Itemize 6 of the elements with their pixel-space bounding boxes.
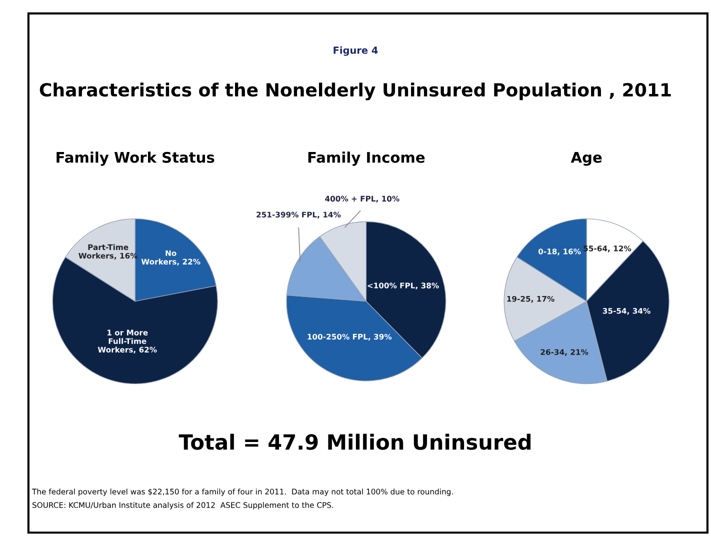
chart-title: Age xyxy=(570,152,602,166)
chart-title: Family Work Status xyxy=(56,152,214,166)
chart-title: Family Income xyxy=(308,152,425,166)
text: Total = 47.9 Million Uninsured xyxy=(178,434,530,450)
text: Figure 4 xyxy=(334,46,378,56)
text: Characteristics of the Nonelderly Uninsured Population , 2011 xyxy=(40,82,671,100)
